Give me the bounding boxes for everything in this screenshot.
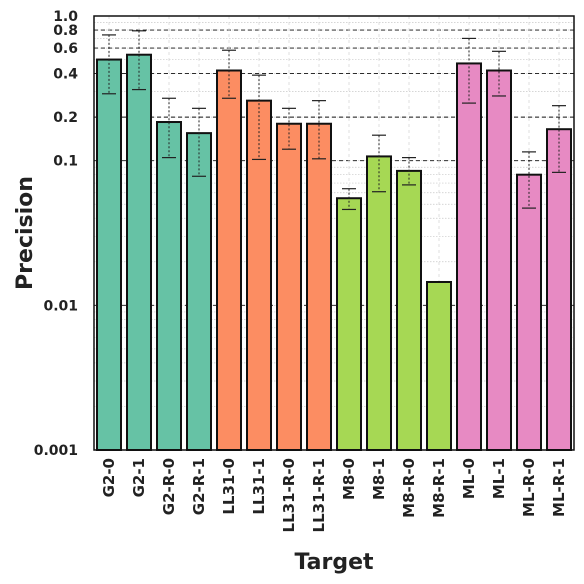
x-tick-label: ML-0 (460, 458, 478, 499)
bar-ml-1 (486, 69, 512, 452)
x-tick-label: G2-R-1 (190, 458, 208, 515)
x-tick-label: ML-R-1 (550, 458, 568, 517)
x-tick-label: LL31-1 (250, 458, 268, 515)
bars-layer (96, 53, 572, 452)
x-tick-label: LL31-0 (220, 458, 238, 515)
bar-g2-r-1 (186, 132, 212, 451)
x-tick-label: M8-0 (340, 458, 358, 500)
bar-m8-1 (366, 155, 392, 452)
x-tick-label: G2-1 (130, 458, 148, 497)
x-tick-label: ML-1 (490, 458, 508, 499)
y-tick-label: 0.6 (53, 41, 78, 57)
y-tick-label: 0.1 (53, 154, 78, 170)
bar-m8-0 (336, 197, 362, 451)
bar-m8-r-0 (396, 169, 422, 452)
y-tick-label: 1.0 (53, 9, 78, 25)
bar-ml-r-0 (516, 173, 542, 451)
y-tick-label: 0.01 (43, 298, 78, 314)
bar-ll31-0 (216, 69, 242, 452)
bar-g2-0 (96, 58, 122, 451)
y-tick-label: 0.001 (34, 443, 78, 459)
bar-g2-1 (126, 53, 152, 451)
x-tick-label: G2-R-0 (160, 458, 178, 515)
x-tick-label: G2-0 (100, 458, 118, 497)
error-bars-layer (102, 30, 566, 211)
x-tick-label: LL31-R-1 (310, 458, 328, 532)
x-tick-label: M8-R-1 (430, 458, 448, 518)
x-tick-label: M8-R-0 (400, 458, 418, 518)
y-tick-label: 0.2 (53, 110, 78, 126)
x-tick-label: ML-R-0 (520, 458, 538, 517)
bar-ml-0 (456, 62, 482, 451)
x-tick-label: LL31-R-0 (280, 458, 298, 532)
y-axis-title: Precision (13, 176, 38, 290)
plot-frame (93, 15, 575, 451)
bar-ll31-r-0 (276, 122, 302, 451)
bar-m8-r-1 (426, 280, 452, 451)
x-tick-label: M8-1 (370, 458, 388, 500)
x-axis-title: Target (294, 550, 374, 575)
bar-ml-r-1 (546, 128, 572, 452)
y-tick-label: 0.4 (53, 67, 78, 83)
bar-g2-r-0 (156, 121, 182, 452)
x-tick-labels: G2-0 G2-1 G2-R-0 G2-R-1 LL31-0 LL31-1 LL31-R-0… (100, 458, 568, 532)
bar-ll31-r-1 (306, 122, 332, 451)
y-tick-label: 0.8 (53, 23, 78, 39)
y-tick-labels: 0.001 0.01 0.1 0.2 0.4 0.6 0.81.0 (34, 9, 79, 459)
